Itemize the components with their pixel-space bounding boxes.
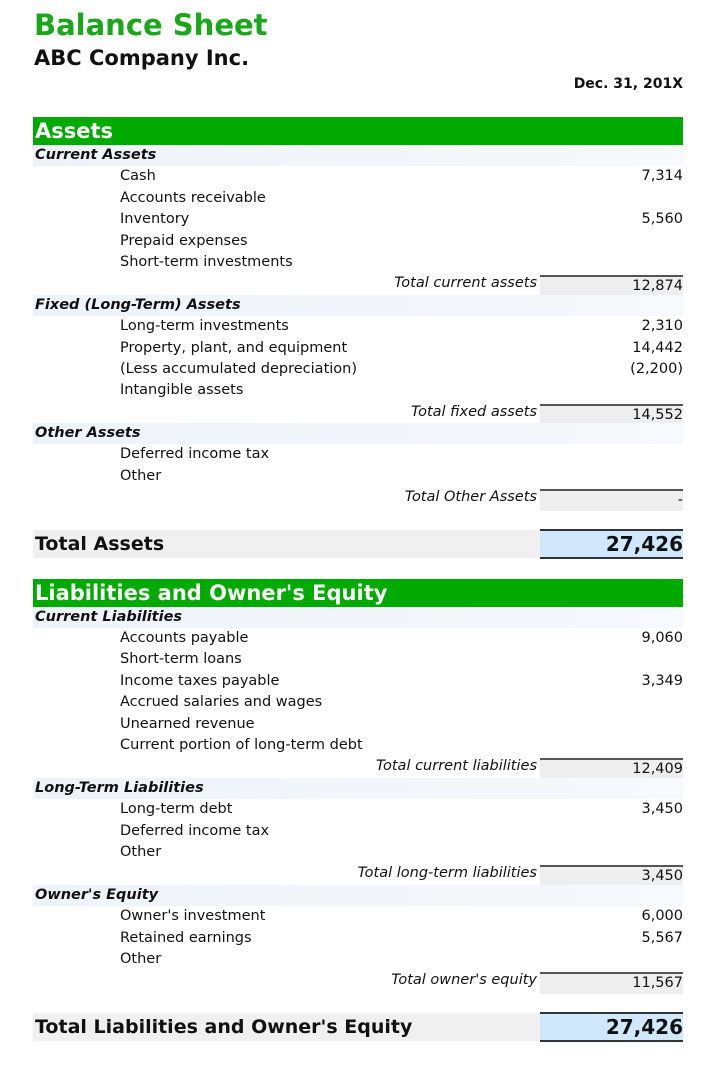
line-item-value: (2,200) bbox=[630, 360, 683, 377]
line-item-label: Property, plant, and equipment bbox=[120, 339, 348, 356]
grand-total-label: Total Assets bbox=[35, 532, 165, 555]
line-item-label: Inventory bbox=[120, 211, 190, 228]
line-item-label: Owner's investment bbox=[120, 908, 266, 925]
group-heading: Current Assets bbox=[33, 145, 683, 167]
subtotal-label: Total long-term liabilities bbox=[357, 865, 537, 882]
line-item-label: Deferred income tax bbox=[120, 446, 270, 463]
line-item-label: Prepaid expenses bbox=[120, 232, 248, 249]
subtotal-value: 12,409 bbox=[540, 758, 683, 780]
line-item: Deferred income tax bbox=[33, 444, 683, 465]
line-item-value: 3,349 bbox=[641, 672, 683, 689]
balance-sheet-table: Assets Current Assets Cash 7,314 Accounts re… bbox=[33, 117, 683, 1042]
line-item-value: 6,000 bbox=[641, 908, 683, 925]
line-item: Current portion of long-term debt bbox=[33, 735, 683, 756]
line-item-label: Short-term loans bbox=[120, 651, 242, 668]
line-item-value: 5,567 bbox=[641, 929, 683, 946]
spacer bbox=[33, 992, 683, 1013]
subtotal-label: Total owner's equity bbox=[391, 972, 537, 989]
group-heading: Other Assets bbox=[33, 423, 683, 445]
subtotal-label: Total current assets bbox=[394, 275, 537, 292]
line-item: Income taxes payable 3,349 bbox=[33, 671, 683, 692]
subtotal-value: 14,552 bbox=[540, 403, 683, 426]
line-item-label: Accounts receivable bbox=[120, 189, 266, 206]
line-item: Property, plant, and equipment 14,442 bbox=[33, 338, 683, 359]
line-item: Long-term investments 2,310 bbox=[33, 316, 683, 337]
line-item-label: Cash bbox=[120, 168, 156, 185]
subtotal-row: Total owner's equity 11,567 bbox=[33, 970, 683, 994]
line-item: Long-term debt 3,450 bbox=[33, 799, 683, 820]
line-item-label: Intangible assets bbox=[120, 382, 244, 399]
grand-total-label: Total Liabilities and Owner's Equity bbox=[35, 1015, 413, 1038]
line-item: Accrued salaries and wages bbox=[33, 692, 683, 713]
spacer bbox=[33, 509, 683, 530]
page-title: Balance Sheet bbox=[34, 8, 268, 42]
line-item-label: Other bbox=[120, 467, 162, 484]
grand-total-row: Total Liabilities and Owner's Equity 27,4… bbox=[33, 1011, 683, 1042]
line-item: Inventory 5,560 bbox=[33, 209, 683, 230]
subtotal-row: Total current assets 12,874 bbox=[33, 273, 683, 297]
line-item-label: Short-term investments bbox=[120, 253, 293, 270]
group-heading: Fixed (Long-Term) Assets bbox=[33, 294, 683, 317]
line-item-label: Current portion of long-term debt bbox=[120, 736, 363, 753]
subtotal-row: Total long-term liabilities 3,450 bbox=[33, 863, 683, 887]
line-item: Owner's investment 6,000 bbox=[33, 906, 683, 927]
line-item: Short-term loans bbox=[33, 649, 683, 670]
line-item-label: (Less accumulated depreciation) bbox=[120, 360, 357, 377]
line-item-label: Other bbox=[120, 843, 162, 860]
line-item: Prepaid expenses bbox=[33, 231, 683, 252]
line-item-value: 3,450 bbox=[641, 801, 683, 818]
line-item: Other bbox=[33, 842, 683, 863]
spacer bbox=[33, 558, 683, 579]
subtotal-row: Total fixed assets 14,552 bbox=[33, 402, 683, 426]
line-item-label: Accounts payable bbox=[120, 630, 249, 647]
line-item: Accounts payable 9,060 bbox=[33, 628, 683, 649]
subtotal-row: Total current liabilities 12,409 bbox=[33, 756, 683, 780]
line-item: Unearned revenue bbox=[33, 714, 683, 735]
group-heading: Long-Term Liabilities bbox=[33, 777, 683, 800]
line-item-value: 7,314 bbox=[641, 168, 683, 185]
line-item: Short-term investments bbox=[33, 252, 683, 273]
section-assets: Assets Current Assets Cash 7,314 Accounts re… bbox=[33, 117, 683, 579]
line-item-value: 14,442 bbox=[632, 339, 683, 356]
line-item-label: Retained earnings bbox=[120, 929, 252, 946]
statement-date: Dec. 31, 201X bbox=[573, 76, 683, 92]
line-item: Other bbox=[33, 949, 683, 970]
grand-total-value: 27,426 bbox=[540, 1011, 683, 1042]
subtotal-row: Total Other Assets - bbox=[33, 487, 683, 511]
subtotal-value: 11,567 bbox=[540, 972, 683, 994]
subtotal-label: Total current liabilities bbox=[375, 758, 537, 775]
line-item-label: Accrued salaries and wages bbox=[120, 694, 323, 711]
section-heading: Liabilities and Owner's Equity bbox=[33, 578, 683, 607]
subtotal-value: 12,874 bbox=[540, 275, 683, 297]
group-heading: Owner's Equity bbox=[33, 884, 683, 907]
line-item-label: Income taxes payable bbox=[120, 672, 280, 689]
line-item-label: Long-term investments bbox=[120, 318, 289, 335]
line-item-value: 5,560 bbox=[641, 211, 683, 228]
line-item-value: 9,060 bbox=[641, 630, 683, 647]
subtotal-label: Total Other Assets bbox=[404, 489, 537, 506]
group-heading: Current Liabilities bbox=[33, 606, 683, 629]
line-item-label: Deferred income tax bbox=[120, 822, 270, 839]
section-liabilities-equity: Liabilities and Owner's Equity Current Li… bbox=[33, 578, 683, 1042]
subtotal-label: Total fixed assets bbox=[411, 403, 537, 420]
line-item: Retained earnings 5,567 bbox=[33, 928, 683, 949]
line-item: Deferred income tax bbox=[33, 821, 683, 842]
line-item: Other bbox=[33, 466, 683, 487]
subtotal-value: - bbox=[540, 489, 683, 511]
line-item: Cash 7,314 bbox=[33, 166, 683, 187]
line-item: Accounts receivable bbox=[33, 188, 683, 209]
line-item-label: Unearned revenue bbox=[120, 715, 255, 732]
line-item: (Less accumulated depreciation) (2,200) bbox=[33, 359, 683, 380]
subtotal-value: 3,450 bbox=[540, 865, 683, 887]
line-item-value: 2,310 bbox=[641, 318, 683, 335]
section-heading: Assets bbox=[33, 117, 683, 145]
line-item-label: Other bbox=[120, 950, 162, 967]
line-item: Intangible assets bbox=[33, 380, 683, 401]
company-name: ABC Company Inc. bbox=[34, 46, 250, 70]
line-item-label: Long-term debt bbox=[120, 801, 233, 818]
grand-total-value: 27,426 bbox=[540, 528, 683, 559]
grand-total-row: Total Assets 27,426 bbox=[33, 528, 683, 559]
